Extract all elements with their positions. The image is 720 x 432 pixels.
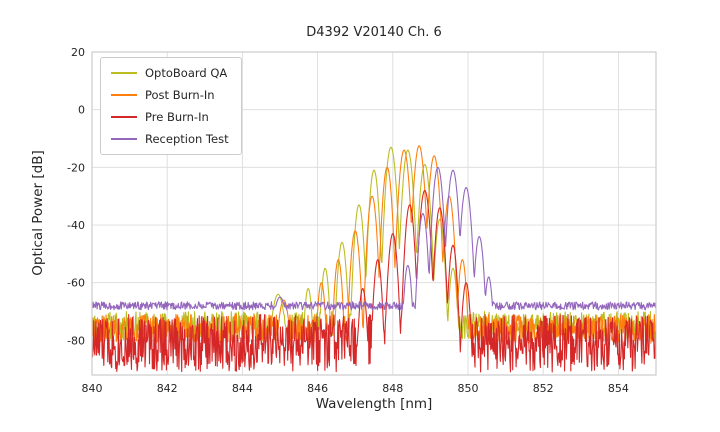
x-tick-label: 852 (533, 382, 554, 395)
legend: OptoBoard QA Post Burn-In Pre Burn-In Re… (100, 57, 242, 155)
legend-line-swatch-post-burn-in (111, 94, 137, 96)
y-tick-label: -80 (67, 334, 85, 347)
x-tick-label: 844 (232, 382, 253, 395)
chart-title: D4392 V20140 Ch. 6 (306, 25, 442, 40)
legend-label-reception-test: Reception Test (145, 132, 229, 146)
legend-line-swatch-pre-burn-in (111, 116, 137, 118)
legend-item-post-burn-in: Post Burn-In (111, 88, 229, 102)
x-axis-label: Wavelength [nm] (315, 396, 433, 412)
tick-labels: 840 842 844 846 848 850 852 854 20 0 -20 -40 -60 -80 (67, 46, 629, 395)
y-tick-label: -20 (67, 161, 85, 174)
legend-line-swatch-optoboard-qa (111, 72, 137, 74)
series-reception-test (92, 166, 656, 311)
series-lines (92, 145, 656, 373)
x-tick-label: 854 (608, 382, 629, 395)
y-tick-label: -60 (67, 277, 85, 290)
legend-label-optoboard-qa: OptoBoard QA (145, 66, 228, 80)
x-tick-label: 842 (157, 382, 178, 395)
legend-item-reception-test: Reception Test (111, 132, 229, 146)
x-tick-label: 850 (458, 382, 479, 395)
y-axis-label: Optical Power [dB] (30, 150, 46, 276)
x-tick-label: 846 (307, 382, 328, 395)
legend-line-swatch-reception-test (111, 138, 137, 140)
x-tick-label: 840 (82, 382, 103, 395)
legend-label-post-burn-in: Post Burn-In (145, 88, 215, 102)
legend-label-pre-burn-in: Pre Burn-In (145, 110, 209, 124)
series-post-burn-in (92, 145, 656, 344)
y-tick-label: 0 (78, 104, 85, 117)
x-tick-label: 848 (382, 382, 403, 395)
legend-item-pre-burn-in: Pre Burn-In (111, 110, 229, 124)
y-tick-label: 20 (71, 46, 85, 59)
series-optoboard-qa (92, 146, 656, 341)
series-pre-burn-in (92, 189, 656, 373)
legend-item-optoboard-qa: OptoBoard QA (111, 66, 229, 80)
y-tick-label: -40 (67, 219, 85, 232)
axes-frame (91, 51, 657, 376)
